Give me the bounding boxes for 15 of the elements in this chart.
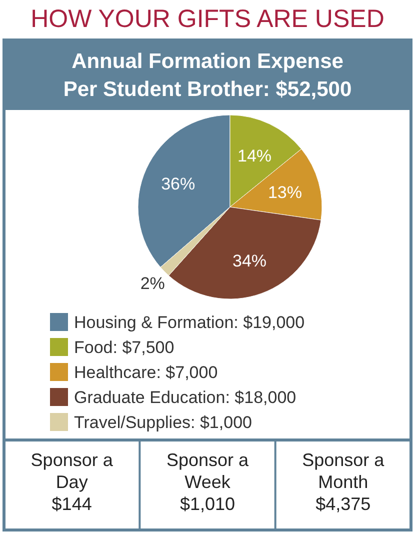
legend-label: Healthcare: $7,000: [74, 363, 218, 382]
data-label: 14%: [238, 146, 272, 166]
data-label: 34%: [232, 252, 267, 271]
chart-title: HOW YOUR GIFTS ARE USED: [30, 5, 384, 33]
text: Sponsor a Week $1,010: [166, 450, 250, 514]
legend-label: Food: $7,500: [74, 338, 174, 357]
data-label: 36%: [161, 174, 196, 194]
legend-label: Graduate Education: $18,000: [74, 388, 296, 407]
text: Sponsor a Day $144: [30, 450, 114, 514]
text: Sponsor a Month $4,375: [302, 450, 386, 514]
data-label: 13%: [268, 182, 302, 202]
data-label: 2%: [140, 274, 165, 294]
legend-label: Housing & Formation: $19,000: [74, 313, 305, 332]
legend-label: Travel/Supplies: $1,000: [74, 413, 252, 432]
chart-subtitle: Annual Formation Expense Per Student Brother: $52,500: [63, 50, 352, 101]
